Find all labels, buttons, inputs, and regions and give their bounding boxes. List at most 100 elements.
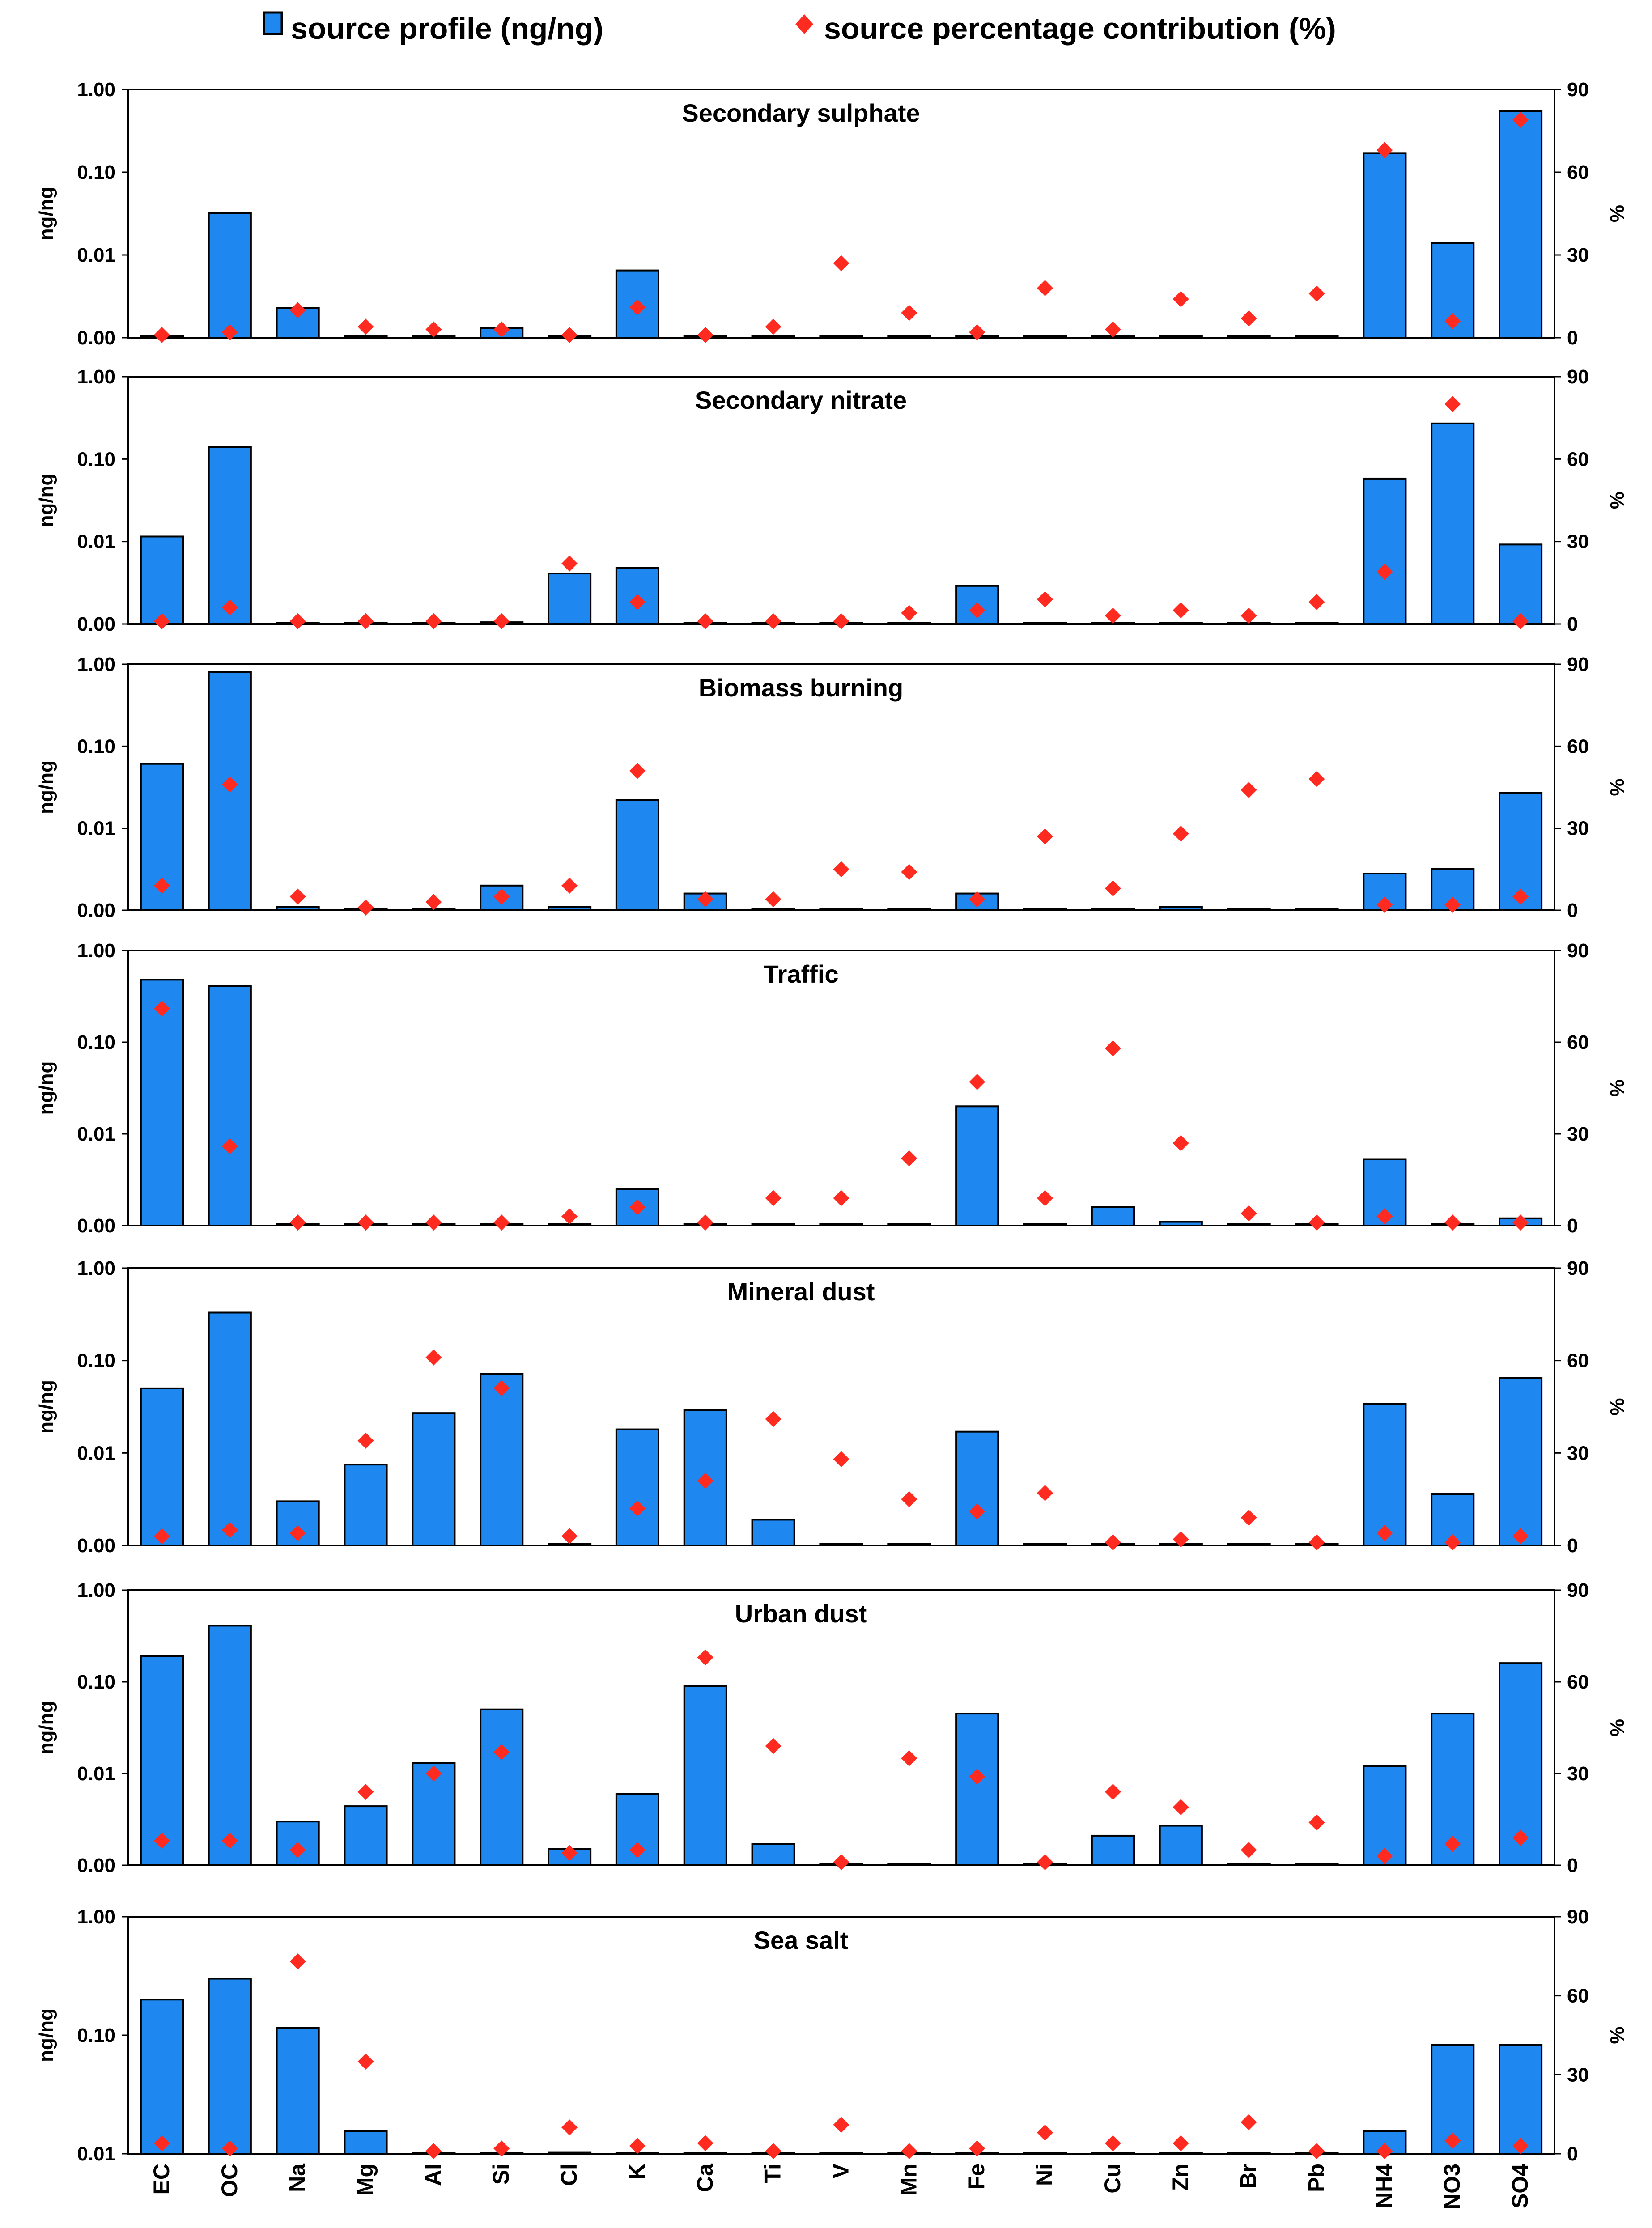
y2-tick-label: 30 bbox=[1567, 818, 1589, 840]
profile-bar bbox=[344, 1464, 388, 1547]
profile-bar bbox=[547, 906, 592, 912]
contribution-point bbox=[1308, 1214, 1325, 1231]
contribution-point bbox=[1240, 1205, 1257, 1222]
contribution-point bbox=[357, 318, 374, 335]
contribution-point bbox=[561, 1208, 578, 1225]
contribution-point bbox=[1512, 888, 1529, 905]
contribution-point bbox=[425, 894, 442, 910]
profile-bar bbox=[887, 1543, 931, 1546]
contribution-point bbox=[629, 1842, 646, 1858]
y-tick-label: 0.01 bbox=[77, 2143, 115, 2165]
contribution-point bbox=[629, 299, 646, 316]
contribution-point bbox=[629, 763, 646, 779]
chart-panel: 0.00 0.01 0.10 1.00 0 30 60 90 ng/ng % Mineral dus… bbox=[35, 1257, 1628, 1557]
contribution-point bbox=[1037, 1485, 1053, 1501]
contribution-point bbox=[765, 318, 781, 335]
profile-bar bbox=[751, 1843, 795, 1866]
contribution-point bbox=[1308, 1814, 1325, 1831]
contribution-point bbox=[1037, 591, 1053, 607]
y2-axis-title: % bbox=[1606, 1719, 1628, 1736]
plot-frame bbox=[127, 1267, 1555, 1546]
profile-bar bbox=[1227, 2152, 1271, 2155]
y-tick-label: 0.00 bbox=[77, 1535, 115, 1557]
y2-tick-label: 60 bbox=[1567, 448, 1589, 470]
profile-bar bbox=[1498, 110, 1543, 339]
y-tick-label: 1.00 bbox=[77, 79, 115, 101]
profile-bar bbox=[1023, 622, 1067, 625]
chart-title: Secondary nitrate bbox=[695, 386, 907, 414]
contribution-point bbox=[629, 594, 646, 610]
legend-bar-label: source profile (ng/ng) bbox=[291, 12, 603, 46]
profile-bar bbox=[683, 1685, 727, 1867]
contribution-point bbox=[833, 1854, 849, 1871]
contribution-point bbox=[697, 891, 713, 908]
contribution-point bbox=[901, 2143, 917, 2160]
y-axis-title: ng/ng bbox=[35, 1380, 57, 1434]
profile-bar bbox=[140, 979, 184, 1226]
y-tick-label: 0.00 bbox=[77, 1215, 115, 1237]
y2-tick-label: 0 bbox=[1567, 327, 1578, 349]
y-tick-label: 0.10 bbox=[77, 161, 115, 183]
chart-title: Secondary sulphate bbox=[682, 99, 920, 127]
contribution-point bbox=[493, 2140, 510, 2157]
contribution-point bbox=[1240, 607, 1257, 624]
contribution-point bbox=[833, 255, 849, 272]
y-tick-label: 0.10 bbox=[77, 2024, 115, 2046]
contribution-point bbox=[1512, 1214, 1529, 1231]
contribution-point bbox=[357, 1432, 374, 1449]
contribution-point bbox=[1240, 2114, 1257, 2130]
profile-bar bbox=[208, 1311, 252, 1546]
contribution-point bbox=[289, 1842, 306, 1858]
contribution-point bbox=[1172, 1135, 1189, 1151]
x-tick-label: Cu bbox=[1100, 2164, 1125, 2194]
contribution-point bbox=[1512, 2138, 1529, 2154]
profile-bar bbox=[208, 1978, 252, 2155]
contribution-point bbox=[289, 1953, 306, 1970]
profile-bar bbox=[276, 2027, 320, 2155]
contribution-point bbox=[153, 878, 170, 894]
contribution-point bbox=[357, 1214, 374, 1231]
profile-bar bbox=[1227, 908, 1271, 911]
contribution-point bbox=[221, 324, 238, 340]
profile-bar bbox=[1498, 1662, 1543, 1867]
profile-bar bbox=[344, 335, 388, 339]
x-tick-label: Ni bbox=[1032, 2164, 1057, 2186]
profile-bar bbox=[819, 1223, 863, 1226]
legend: source profile (ng/ng) source percentage… bbox=[263, 11, 1336, 46]
profile-bar bbox=[819, 2152, 863, 2155]
contribution-point bbox=[153, 613, 170, 629]
y2-axis-title: % bbox=[1606, 1398, 1628, 1415]
contribution-point bbox=[1308, 771, 1325, 787]
contribution-point bbox=[1104, 2135, 1121, 2152]
x-tick-label: OC bbox=[217, 2164, 242, 2197]
y2-tick-label: 30 bbox=[1567, 1123, 1589, 1145]
chart-panel: 0.00 0.01 0.10 1.00 0 30 60 90 ng/ng % Urban dust bbox=[35, 1579, 1628, 1876]
y-axis-title: ng/ng bbox=[35, 1061, 57, 1115]
profile-bar bbox=[1227, 1223, 1271, 1226]
profile-bar bbox=[819, 335, 863, 339]
contribution-point bbox=[1376, 564, 1393, 580]
contribution-point bbox=[153, 327, 170, 343]
y2-axis-title: % bbox=[1606, 2026, 1628, 2044]
contribution-point bbox=[1376, 1525, 1393, 1541]
contribution-point bbox=[969, 602, 985, 619]
y2-tick-label: 60 bbox=[1567, 1671, 1589, 1693]
contribution-point bbox=[969, 1074, 985, 1090]
x-tick-label: K bbox=[624, 2164, 650, 2180]
chart-title: Mineral dust bbox=[727, 1277, 875, 1306]
y-tick-label: 0.01 bbox=[77, 244, 115, 266]
y2-tick-label: 60 bbox=[1567, 1031, 1589, 1053]
contribution-point bbox=[765, 1738, 781, 1754]
profile-bar bbox=[1227, 1863, 1271, 1866]
x-tick-label: Si bbox=[488, 2164, 514, 2185]
contribution-point bbox=[901, 864, 917, 880]
contribution-point bbox=[833, 861, 849, 878]
contribution-point bbox=[765, 613, 781, 629]
contribution-point bbox=[153, 1833, 170, 1849]
contribution-point bbox=[1512, 1528, 1529, 1545]
contribution-point bbox=[901, 1750, 917, 1766]
contribution-point bbox=[1104, 1534, 1121, 1551]
contribution-point bbox=[1172, 1799, 1189, 1816]
y2-tick-label: 60 bbox=[1567, 1350, 1589, 1372]
contribution-point bbox=[561, 2119, 578, 2136]
